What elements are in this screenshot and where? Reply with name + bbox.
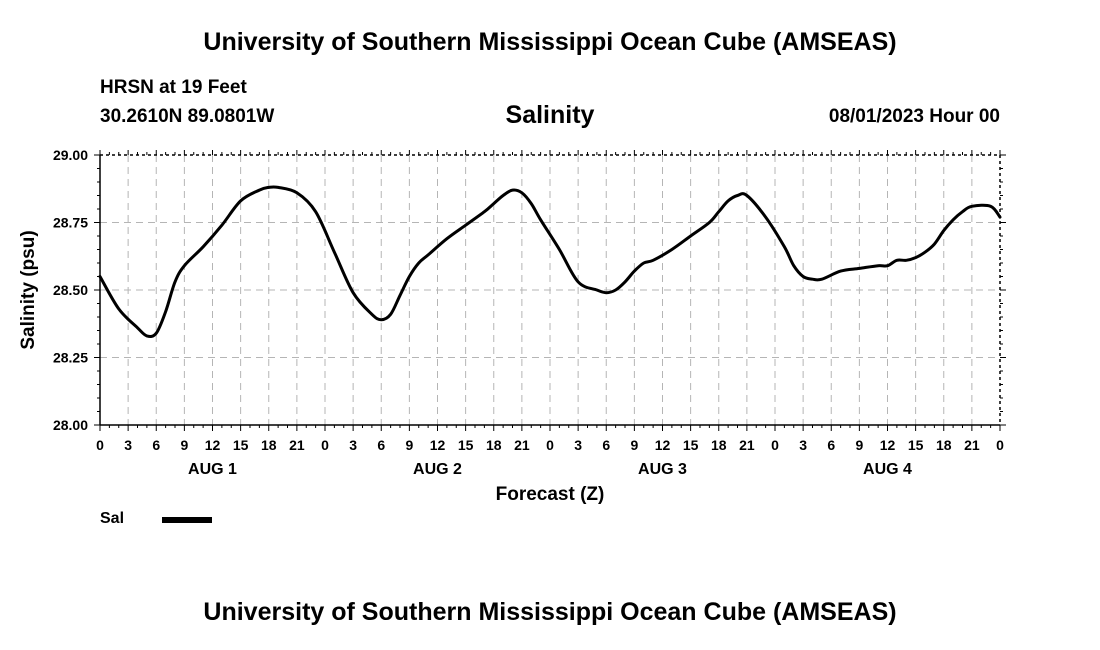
footer-title: University of Southern Mississippi Ocean… xyxy=(203,598,897,626)
x-tick-label: 6 xyxy=(152,437,160,453)
x-tick-label: 3 xyxy=(124,437,132,453)
x-axis-label: Forecast (Z) xyxy=(496,484,605,505)
y-axis-label: Salinity (psu) xyxy=(18,230,39,349)
x-tick-label: 21 xyxy=(514,437,530,453)
x-tick-label: 15 xyxy=(458,437,474,453)
x-tick-label: 0 xyxy=(771,437,779,453)
x-tick-label: 0 xyxy=(321,437,329,453)
x-tick-label: 18 xyxy=(936,437,952,453)
x-tick-label: 6 xyxy=(602,437,610,453)
x-tick-label: 3 xyxy=(574,437,582,453)
y-tick-label: 28.50 xyxy=(53,282,88,298)
day-label: AUG 4 xyxy=(863,461,912,478)
x-tick-label: 18 xyxy=(486,437,502,453)
forecast-run-time: 08/01/2023 Hour 00 xyxy=(828,106,1000,127)
x-tick-label: 12 xyxy=(655,437,671,453)
chart-title: Salinity xyxy=(505,101,595,129)
y-tick-label: 29.00 xyxy=(53,147,88,163)
x-tick-label: 6 xyxy=(827,437,835,453)
x-tick-label: 21 xyxy=(289,437,305,453)
series-line-sal xyxy=(98,185,1002,339)
day-label: AUG 1 xyxy=(188,461,237,478)
x-tick-label: 21 xyxy=(739,437,755,453)
x-tick-label: 21 xyxy=(964,437,980,453)
x-tick-label: 0 xyxy=(546,437,554,453)
x-tick-label: 15 xyxy=(233,437,249,453)
x-tick-label: 12 xyxy=(205,437,221,453)
station-coordinates: 30.2610N 89.0801W xyxy=(100,106,275,127)
x-tick-label: 0 xyxy=(96,437,104,453)
x-tick-label: 9 xyxy=(180,437,188,453)
x-tick-label: 9 xyxy=(405,437,413,453)
x-tick-label: 18 xyxy=(261,437,277,453)
day-label: AUG 2 xyxy=(413,461,462,478)
legend-swatch xyxy=(162,517,212,523)
day-label: AUG 3 xyxy=(638,461,687,478)
main-title: University of Southern Mississippi Ocean… xyxy=(203,28,897,56)
x-tick-label: 12 xyxy=(430,437,446,453)
x-tick-label: 0 xyxy=(996,437,1004,453)
station-label: HRSN at 19 Feet xyxy=(100,77,247,98)
x-tick-label: 15 xyxy=(908,437,924,453)
y-tick-label: 28.25 xyxy=(53,350,88,366)
x-tick-label: 12 xyxy=(880,437,896,453)
x-tick-label: 3 xyxy=(349,437,357,453)
x-tick-label: 3 xyxy=(799,437,807,453)
y-tick-label: 28.00 xyxy=(53,417,88,433)
legend-label: Sal xyxy=(100,510,125,527)
x-tick-label: 6 xyxy=(377,437,385,453)
x-tick-label: 15 xyxy=(683,437,699,453)
x-tick-label: 18 xyxy=(711,437,727,453)
y-tick-label: 28.75 xyxy=(53,215,88,231)
x-tick-label: 9 xyxy=(855,437,863,453)
x-tick-label: 9 xyxy=(630,437,638,453)
